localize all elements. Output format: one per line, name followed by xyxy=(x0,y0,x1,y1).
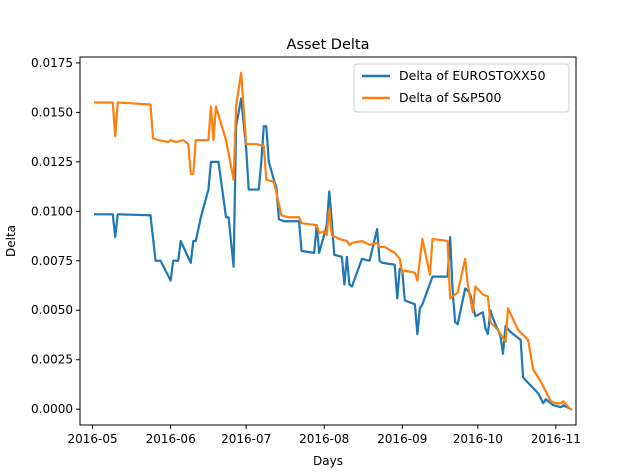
series-line-sp500 xyxy=(94,71,573,411)
legend-label-sp500: Delta of S&P500 xyxy=(399,90,501,105)
x-tick-label: 2016-07 xyxy=(221,432,271,446)
y-tick-label: 0.0100 xyxy=(31,204,73,218)
legend: Delta of EUROSTOXX50 Delta of S&P500 xyxy=(353,63,570,113)
x-tick-label: 2016-05 xyxy=(68,432,118,446)
legend-label-eurostoxx50: Delta of EUROSTOXX50 xyxy=(399,68,546,83)
series-layer xyxy=(94,71,573,411)
plot-area-frame xyxy=(79,56,577,426)
y-tick-label: 0.0075 xyxy=(31,254,73,268)
x-tick-label: 2016-10 xyxy=(453,432,503,446)
y-tick-label: 0.0050 xyxy=(31,303,73,317)
x-tick-label: 2016-11 xyxy=(531,432,581,446)
x-tick-label: 2016-06 xyxy=(146,432,196,446)
series-line-eurostoxx50 xyxy=(94,97,573,411)
x-tick-label: 2016-09 xyxy=(377,432,427,446)
y-tick-label: 0.0150 xyxy=(31,105,73,119)
y-tick-label: 0.0125 xyxy=(31,155,73,169)
y-axis-ticks: 0.0000 0.0025 0.0050 0.0075 0.0100 0.0125 0.01… xyxy=(31,56,80,416)
x-tick-label: 2016-08 xyxy=(299,432,349,446)
x-axis-label: Days xyxy=(313,454,343,468)
y-tick-label: 0.0000 xyxy=(31,402,73,416)
y-tick-label: 0.0025 xyxy=(31,353,73,367)
y-tick-label: 0.0175 xyxy=(31,56,73,70)
y-axis-label: Delta xyxy=(4,225,18,257)
chart-title: Asset Delta xyxy=(287,37,370,53)
legend-box xyxy=(353,63,570,113)
x-axis-ticks: 2016-05 2016-06 2016-07 2016-08 2016-09 2016-… xyxy=(68,425,581,446)
